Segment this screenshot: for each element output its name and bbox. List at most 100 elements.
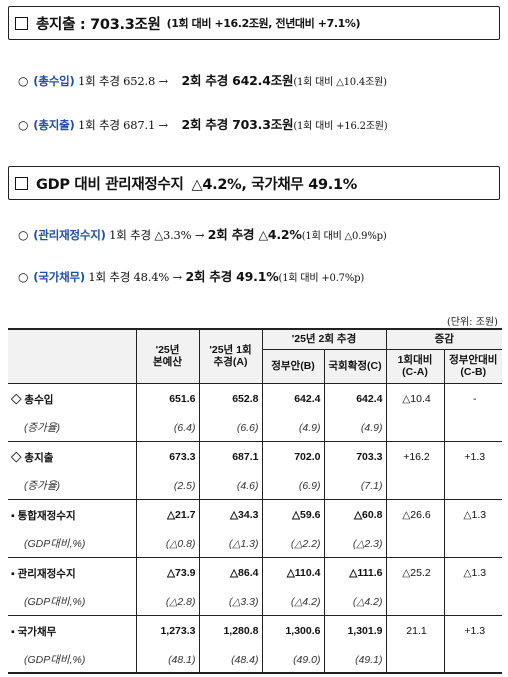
bullet-revenue: ○ (총수입) 1회 추경 652.8 → 2회 추경 642.4조원(1회 대비… bbox=[18, 73, 387, 88]
section-header-fiscal-balance: GDP 대비 관리재정수지 △4.2%, 국가채무 49.1% bbox=[8, 166, 500, 200]
row-label: (GDP대비,%) bbox=[8, 647, 136, 674]
cell-value: △59.6 bbox=[261, 499, 324, 531]
cell-value: △110.4 bbox=[261, 557, 324, 589]
cell-value: (48.1) bbox=[135, 647, 199, 674]
cell-value: 1,301.9 bbox=[323, 615, 386, 647]
cell-change bbox=[385, 647, 444, 674]
row-label: ▪ 국가채무 bbox=[11, 625, 57, 638]
cell-value: (△2.8) bbox=[135, 589, 199, 616]
header-vs-first: 1회대비 (C-A) bbox=[385, 349, 444, 384]
bullet-managed-balance: ○ (관리재정수지) 1회 추경 △3.3% → 2회 추경 △4.2%(1회 대… bbox=[18, 227, 387, 242]
header-first-supplementary: '25년 1회 추경(A) bbox=[198, 328, 262, 384]
cell-value: (△1.3) bbox=[198, 531, 262, 558]
header-government-plan: 정부안(B) bbox=[261, 349, 324, 384]
cell-value: 1,300.6 bbox=[261, 615, 324, 647]
cell-value: (△4.2) bbox=[261, 589, 324, 616]
cell-value: (6.9) bbox=[261, 473, 324, 500]
table-row: ◇ 총지출 673.3 687.1 702.0 703.3 +16.2 +1.3 bbox=[8, 441, 502, 473]
cell-change: △26.6 bbox=[385, 499, 444, 531]
row-label: (GDP대비,%) bbox=[8, 589, 136, 616]
checkbox-square-icon bbox=[15, 176, 28, 190]
cell-value: (6.6) bbox=[198, 415, 262, 442]
cell-value: △73.9 bbox=[135, 557, 199, 589]
cell-change bbox=[443, 647, 502, 674]
cell-value: 651.6 bbox=[135, 383, 199, 415]
cell-value: 1,273.3 bbox=[135, 615, 199, 647]
section-title: 총지출 : 703.3조원 bbox=[36, 16, 161, 33]
row-label: ◇ 총수입 bbox=[11, 393, 54, 406]
cell-value: △21.7 bbox=[135, 499, 199, 531]
bullet-label: (국가채무) bbox=[33, 270, 85, 284]
table-row: ▪ 관리재정수지 △73.9 △86.4 △110.4 △111.6 △25.2 △1.3 bbox=[8, 557, 502, 589]
cell-change: +16.2 bbox=[385, 441, 444, 473]
table-row: (GDP대비,%) (48.1) (48.4) (49.0) (49.1) bbox=[8, 647, 502, 674]
table-row: ▪ 통합재정수지 △21.7 △34.3 △59.6 △60.8 △26.6 △1.3 bbox=[8, 499, 502, 531]
cell-value: (4.6) bbox=[198, 473, 262, 500]
row-label: (증가율) bbox=[8, 473, 136, 500]
row-label: (GDP대비,%) bbox=[8, 531, 136, 558]
cell-change: △1.3 bbox=[443, 499, 502, 531]
cell-value: (△2.2) bbox=[261, 531, 324, 558]
bullet-label: (관리재정수지) bbox=[33, 228, 106, 242]
header-base-budget: '25년 본예산 bbox=[135, 328, 199, 384]
table-row: (GDP대비,%) (△0.8) (△1.3) (△2.2) (△2.3) bbox=[8, 531, 502, 558]
cell-value: (4.9) bbox=[323, 415, 386, 442]
cell-value: △86.4 bbox=[198, 557, 262, 589]
cell-value: (△0.8) bbox=[135, 531, 199, 558]
cell-change: - bbox=[443, 383, 502, 415]
cell-value: 642.4 bbox=[261, 383, 324, 415]
cell-value: (2.5) bbox=[135, 473, 199, 500]
cell-change: +1.3 bbox=[443, 615, 502, 647]
table-row: (증가율) (2.5) (4.6) (6.9) (7.1) bbox=[8, 473, 502, 500]
cell-change: △1.3 bbox=[443, 557, 502, 589]
header-assembly-final: 국회확정(C) bbox=[323, 349, 386, 384]
cell-value: 687.1 bbox=[198, 441, 262, 473]
table-row: (증가율) (6.4) (6.6) (4.9) (4.9) bbox=[8, 415, 502, 442]
cell-value: (7.1) bbox=[323, 473, 386, 500]
cell-value: (△4.2) bbox=[323, 589, 386, 616]
header-change: 증감 bbox=[385, 328, 502, 350]
cell-value: △111.6 bbox=[323, 557, 386, 589]
unit-label: (단위: 조원) bbox=[446, 317, 498, 328]
cell-value: 702.0 bbox=[261, 441, 324, 473]
section-subtitle: (1회 대비 +16.2조원, 전년대비 +7.1%) bbox=[166, 17, 361, 30]
bullet-expenditure: ○ (총지출) 1회 추경 687.1 → 2회 추경 703.3조원(1회 대비… bbox=[18, 117, 388, 132]
cell-value: (4.9) bbox=[261, 415, 324, 442]
budget-table: '25년 본예산 '25년 1회 추경(A) '25년 2회 추경 증감 정부안… bbox=[8, 328, 502, 674]
header-vs-government: 정부안대비 (C-B) bbox=[443, 349, 502, 384]
bullet-label: (총수입) bbox=[33, 74, 75, 88]
cell-value: 673.3 bbox=[135, 441, 199, 473]
cell-value: △60.8 bbox=[323, 499, 386, 531]
cell-change bbox=[385, 531, 444, 558]
table-row: (GDP대비,%) (△2.8) (△3.3) (△4.2) (△4.2) bbox=[8, 589, 502, 616]
cell-change bbox=[443, 531, 502, 558]
checkbox-square-icon bbox=[15, 16, 28, 30]
cell-change: △25.2 bbox=[385, 557, 444, 589]
header-second-supplementary: '25년 2회 추경 bbox=[261, 328, 386, 350]
cell-value: (△3.3) bbox=[198, 589, 262, 616]
cell-value: 652.8 bbox=[198, 383, 262, 415]
table-row: ◇ 총수입 651.6 652.8 642.4 642.4 △10.4- bbox=[8, 383, 502, 415]
cell-change bbox=[385, 415, 444, 442]
cell-value: △34.3 bbox=[198, 499, 262, 531]
cell-change bbox=[385, 589, 444, 616]
cell-value: 1,280.8 bbox=[198, 615, 262, 647]
table-row: ▪ 국가채무 1,273.3 1,280.8 1,300.6 1,301.9 21.1 +1… bbox=[8, 615, 502, 647]
cell-change: 21.1 bbox=[385, 615, 444, 647]
cell-value: 642.4 bbox=[323, 383, 386, 415]
cell-change: △10.4 bbox=[385, 383, 444, 415]
row-label: ◇ 총지출 bbox=[11, 451, 54, 464]
cell-change bbox=[443, 473, 502, 500]
cell-value: (△2.3) bbox=[323, 531, 386, 558]
cell-value: (49.0) bbox=[261, 647, 324, 674]
row-label: ▪ 관리재정수지 bbox=[11, 567, 76, 580]
cell-value: (49.1) bbox=[323, 647, 386, 674]
section-header-total-expenditure: 총지출 : 703.3조원 (1회 대비 +16.2조원, 전년대비 +7.1%… bbox=[8, 6, 500, 40]
cell-value: (48.4) bbox=[198, 647, 262, 674]
bullet-label: (총지출) bbox=[33, 118, 75, 132]
header-blank bbox=[8, 328, 136, 384]
cell-change bbox=[385, 473, 444, 500]
cell-change: +1.3 bbox=[443, 441, 502, 473]
cell-value: (6.4) bbox=[135, 415, 199, 442]
row-label: ▪ 통합재정수지 bbox=[11, 509, 76, 522]
